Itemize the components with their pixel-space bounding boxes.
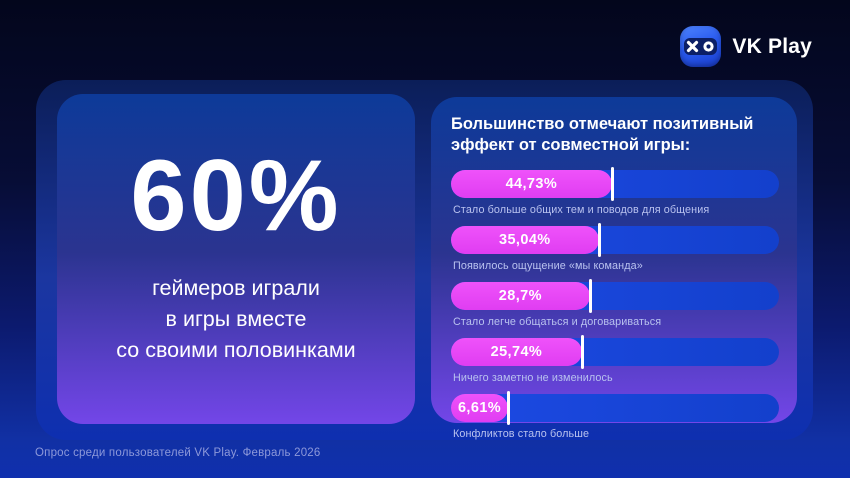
bar-separator-line <box>580 335 584 370</box>
stat-card: 60% геймеров играли в игры вместе со сво… <box>57 94 415 424</box>
chart-card: Большинство отмечают позитивный эффект о… <box>431 97 797 440</box>
bar-fill: 28,7% <box>451 282 590 311</box>
vk-play-logo: VK Play <box>680 26 812 67</box>
bar-row: 6,61% Конфликтов стало больше <box>451 391 779 441</box>
stat-caption-line: в игры вместе <box>165 306 307 331</box>
gamepad-xo-icon <box>684 38 718 55</box>
bar-row: 25,74% Ничего заметно не изменилось <box>451 335 779 385</box>
vk-play-app-icon <box>680 26 722 67</box>
bar-fill: 6,61% <box>451 394 509 423</box>
bar-track: 28,7% <box>451 279 779 314</box>
bar-separator-line <box>507 391 511 426</box>
chart-title-line: Большинство отмечают позитивный <box>451 115 754 133</box>
bar-row: 44,73% Стало больше общих тем и поводов … <box>451 167 779 217</box>
bar-value-label: 25,74% <box>490 344 543 361</box>
bar-track: 35,04% <box>451 223 779 258</box>
survey-source-caption: Опрос среди пользователей VK Play. Февра… <box>35 447 321 459</box>
chart-title: Большинство отмечают позитивный эффект о… <box>451 114 777 156</box>
bar-value-label: 6,61% <box>457 400 502 417</box>
bar-category-label: Стало легче общаться и договариваться <box>453 316 662 329</box>
content-board: 60% геймеров играли в игры вместе со сво… <box>36 80 813 440</box>
bar-fill: 44,73% <box>451 170 612 199</box>
bar-fill: 35,04% <box>451 226 599 255</box>
bar-chart: 44,73% Стало больше общих тем и поводов … <box>451 167 779 441</box>
bar-row: 35,04% Появилось ощущение «мы команда» <box>451 223 779 273</box>
bar-row: 28,7% Стало легче общаться и договариват… <box>451 279 779 329</box>
bar-separator-line <box>597 223 601 258</box>
stat-value: 60% <box>130 139 342 252</box>
stat-caption: геймеров играли в игры вместе со своими … <box>116 273 355 367</box>
stat-caption-line: со своими половинками <box>116 338 356 363</box>
chart-title-line: эффект от совместной игры: <box>451 136 691 155</box>
logo-wordmark: VK Play <box>732 34 812 58</box>
stat-caption-line: геймеров играли <box>152 275 320 300</box>
bar-separator-line <box>610 167 614 202</box>
bar-value-label: 28,7% <box>498 288 542 305</box>
bar-track: 6,61% <box>451 391 779 426</box>
bar-track: 44,73% <box>451 167 779 202</box>
bar-value-label: 44,73% <box>505 176 558 193</box>
bar-category-label: Конфликтов стало больше <box>453 428 590 441</box>
cross-icon <box>687 40 699 53</box>
bar-fill: 25,74% <box>451 338 582 367</box>
bar-value-label: 35,04% <box>499 232 551 249</box>
bar-separator-line <box>588 279 592 314</box>
bar-category-label: Появилось ощущение «мы команда» <box>453 260 643 273</box>
bar-category-label: Ничего заметно не изменилось <box>453 372 613 385</box>
bar-track: 25,74% <box>451 335 779 370</box>
bar-category-label: Стало больше общих тем и поводов для общ… <box>453 204 710 217</box>
circle-icon <box>703 41 714 52</box>
